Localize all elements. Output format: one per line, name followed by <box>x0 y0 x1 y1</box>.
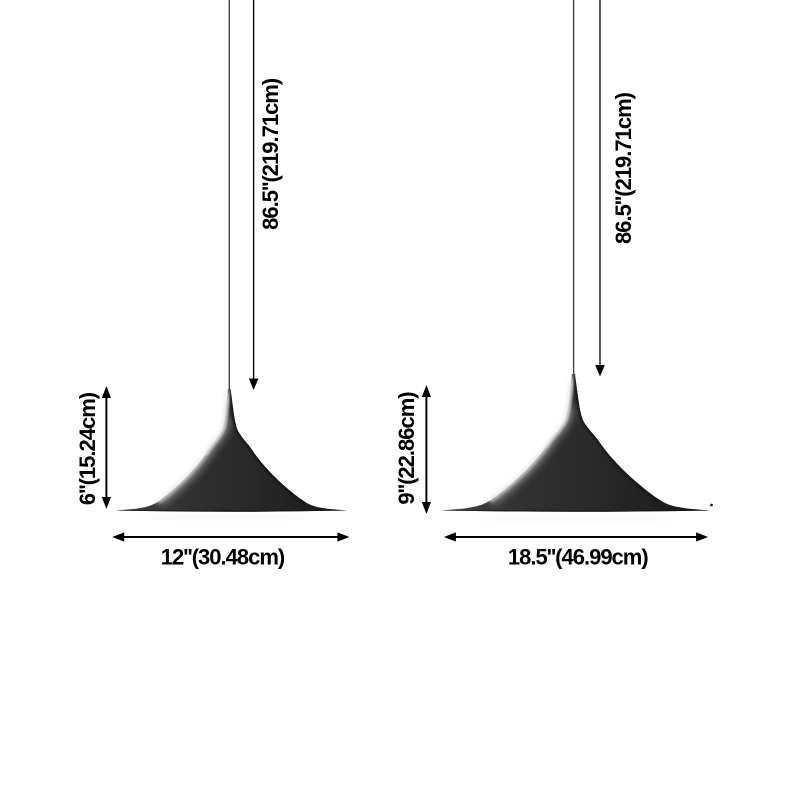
svg-text:9''(22.86cm): 9''(22.86cm) <box>394 392 419 505</box>
svg-text:12''(30.48cm): 12''(30.48cm) <box>161 545 285 570</box>
svg-text:86.5''(219.71cm): 86.5''(219.71cm) <box>611 92 636 244</box>
svg-text:18.5''(46.99cm): 18.5''(46.99cm) <box>508 545 648 570</box>
svg-text:86.5''(219.71cm): 86.5''(219.71cm) <box>258 78 283 230</box>
svg-text:6''(15.24cm): 6''(15.24cm) <box>75 392 100 505</box>
